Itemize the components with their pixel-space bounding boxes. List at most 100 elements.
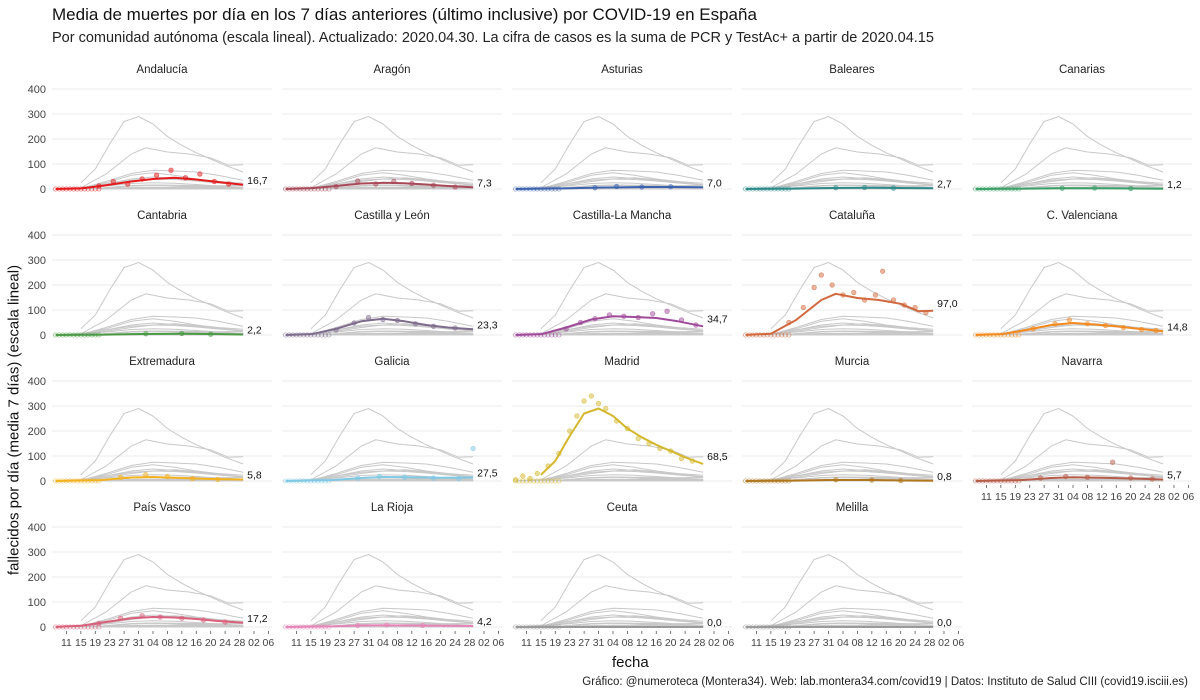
last-value-label: 27,5 xyxy=(477,468,498,480)
panel-title: Melilla xyxy=(836,502,869,514)
series-line xyxy=(975,476,1164,482)
x-tick-label: 19 xyxy=(779,637,791,649)
background-series-line xyxy=(285,147,474,190)
data-point xyxy=(880,268,886,274)
x-tick-label: 06 xyxy=(953,637,965,649)
data-point xyxy=(581,398,587,404)
x-tick-label: 08 xyxy=(162,637,174,649)
panel-title: País Vasco xyxy=(133,502,190,514)
data-point xyxy=(872,292,879,298)
last-value-label: 0,0 xyxy=(707,617,722,629)
y-tick-label: 0 xyxy=(40,622,46,634)
x-tick-label: 27 xyxy=(348,637,360,649)
x-tick-label: 15 xyxy=(995,491,1007,503)
y-tick-label: 0 xyxy=(40,330,46,342)
panel-title: Murcia xyxy=(835,356,870,368)
series-line xyxy=(975,187,1164,190)
x-tick-label: 23 xyxy=(564,637,576,649)
x-tick-label: 20 xyxy=(435,637,447,649)
panel-title: Canarias xyxy=(1059,64,1105,76)
x-tick-label: 28 xyxy=(1154,491,1166,503)
x-tick-label: 31 xyxy=(593,637,605,649)
background-series-line xyxy=(1000,261,1164,330)
data-point xyxy=(520,478,526,484)
background-series-line xyxy=(745,147,934,190)
panel-melilla: Melilla 0,0 11 15 19 23 27 31 04 08 12 16 20 24 28 02 06 xyxy=(742,502,964,649)
x-tick-label: 16 xyxy=(420,637,432,649)
panel-extremadura: Extremadura 0 100 200 300 400 5,8 xyxy=(28,356,272,488)
panel-arag-n: Aragón 7,3 xyxy=(282,64,502,192)
background-series-line xyxy=(745,585,934,628)
x-tick-label: 19 xyxy=(1009,491,1021,503)
data-point xyxy=(541,478,547,484)
x-tick-label: 19 xyxy=(549,637,561,649)
x-tick-label: 02 xyxy=(938,637,950,649)
y-tick-label: 400 xyxy=(28,84,46,96)
data-point xyxy=(168,167,174,173)
data-point xyxy=(800,304,806,311)
background-series-line xyxy=(1000,115,1164,184)
background-series-line xyxy=(975,470,1164,482)
background-series-line xyxy=(975,439,1164,482)
background-series-line xyxy=(80,553,244,622)
panel-title: C. Valenciana xyxy=(1047,210,1118,222)
x-tick-label: 31 xyxy=(823,637,835,649)
panel-asturias: Asturias 7,0 xyxy=(512,64,732,192)
background-series-line xyxy=(745,324,934,336)
background-series-line xyxy=(310,261,474,330)
x-tick-label: 02 xyxy=(478,637,490,649)
panel-title: La Rioja xyxy=(371,502,414,514)
x-tick-label: 31 xyxy=(363,637,375,649)
data-point xyxy=(851,289,857,296)
x-tick-label: 04 xyxy=(607,637,619,649)
y-tick-label: 200 xyxy=(28,280,46,292)
data-point xyxy=(92,624,98,630)
last-value-label: 0,8 xyxy=(937,471,952,483)
background-series-line xyxy=(745,439,934,482)
data-point xyxy=(588,393,594,399)
last-value-label: 17,2 xyxy=(247,613,268,625)
y-tick-label: 300 xyxy=(28,109,46,121)
background-series-line xyxy=(770,407,934,476)
data-point xyxy=(355,178,361,184)
data-point xyxy=(775,332,781,338)
background-series-line xyxy=(515,470,704,482)
background-series-line xyxy=(515,293,704,336)
last-value-label: 0,0 xyxy=(937,617,952,629)
y-tick-label: 200 xyxy=(28,426,46,438)
background-series-line xyxy=(285,470,474,482)
x-tick-label: 02 xyxy=(1168,491,1180,503)
data-point xyxy=(1110,459,1116,465)
last-value-label: 68,5 xyxy=(707,451,728,463)
panel-ceuta: Ceuta 0,0 11 15 19 23 27 31 04 08 12 16 20 24 28 02 06 xyxy=(512,502,734,649)
background-series-line xyxy=(285,616,474,628)
data-point xyxy=(782,332,788,338)
background-series-line xyxy=(745,616,934,628)
panel-title: Asturias xyxy=(601,64,643,76)
data-point xyxy=(534,470,540,477)
series-line xyxy=(745,292,934,336)
x-axis-label: fecha xyxy=(612,654,649,671)
x-tick-label: 06 xyxy=(263,637,275,649)
data-point xyxy=(1066,317,1072,323)
panel-title: Baleares xyxy=(829,64,875,76)
y-tick-label: 100 xyxy=(28,597,46,609)
series-line xyxy=(55,176,244,190)
x-tick-label: 12 xyxy=(1096,491,1108,503)
series-line xyxy=(540,407,704,476)
background-series-line xyxy=(745,470,934,482)
x-tick-label: 02 xyxy=(248,637,260,649)
x-tick-label: 15 xyxy=(535,637,547,649)
series-line xyxy=(745,479,934,482)
background-series-line xyxy=(515,439,704,482)
x-tick-label: 16 xyxy=(190,637,202,649)
series-line xyxy=(285,624,474,628)
x-tick-label: 27 xyxy=(808,637,820,649)
data-point xyxy=(516,478,522,484)
panel-navarra: Navarra 5,7 11 15 19 23 27 31 04 08 12 16 20 24 28 02 06 xyxy=(972,356,1194,503)
y-tick-label: 0 xyxy=(40,184,46,196)
x-tick-label: 20 xyxy=(665,637,677,649)
series-line xyxy=(55,616,244,628)
y-tick-label: 200 xyxy=(28,572,46,584)
x-tick-label: 27 xyxy=(118,637,130,649)
